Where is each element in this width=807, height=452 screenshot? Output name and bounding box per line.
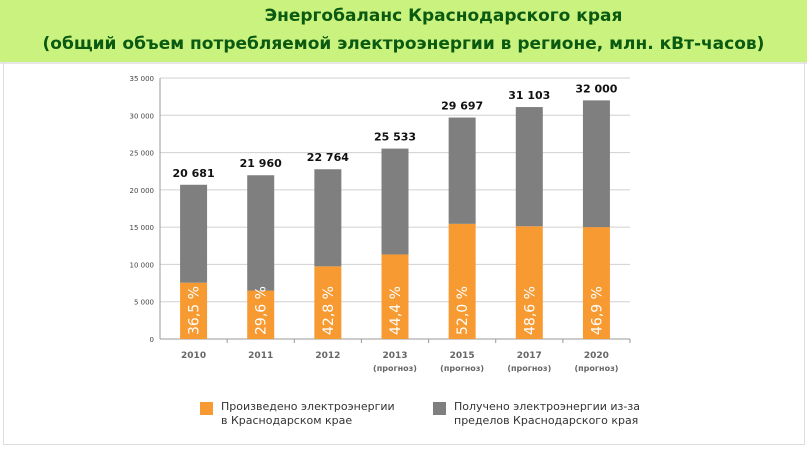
x-tick-note: (прогноз) (507, 364, 551, 373)
bar-received (247, 175, 275, 291)
legend-label: Произведено электроэнергии в Краснодарск… (221, 400, 395, 427)
percent-label: 36,5 % (187, 286, 203, 335)
legend-swatch-gray (433, 402, 446, 415)
bar-received (381, 148, 409, 255)
y-tick-label: 15 000 (130, 224, 155, 232)
total-label: 22 764 (307, 151, 349, 164)
total-label: 25 533 (374, 131, 416, 144)
y-tick-label: 30 000 (130, 112, 155, 120)
bar-produced (582, 227, 610, 339)
x-tick-label: 2013 (382, 351, 407, 361)
y-tick-label: 35 000 (130, 75, 155, 83)
x-tick-label: 2012 (315, 351, 340, 361)
bar-produced (314, 266, 342, 339)
percent-label: 42,8 % (321, 286, 337, 335)
x-tick-label: 2020 (584, 351, 609, 361)
percent-label: 48,6 % (522, 286, 538, 335)
x-tick-label: 2011 (248, 351, 273, 361)
legend-label: Получено электроэнергии из-за пределов К… (454, 400, 640, 427)
bar-produced (515, 226, 543, 339)
bar-received (582, 100, 610, 228)
x-tick-label: 2017 (517, 351, 542, 361)
total-label: 21 960 (240, 157, 282, 170)
total-label: 29 697 (441, 100, 483, 113)
chart-frame (3, 62, 805, 445)
legend-item-produced: Произведено электроэнергии в Краснодарск… (200, 400, 400, 428)
bar-chart: 0 5 000 10 000 15 000 20 000 25 000 30 000 35 0… (130, 75, 631, 373)
legend-swatch-orange (200, 402, 213, 415)
y-tick-label: 20 000 (130, 187, 155, 195)
bar-received (448, 117, 476, 224)
legend-item-received: Получено электроэнергии из-за пределов К… (433, 400, 643, 428)
percent-label: 44,4 % (388, 286, 404, 335)
percent-label: 46,9 % (589, 286, 605, 335)
bar-received (515, 107, 543, 227)
total-label: 32 000 (575, 82, 617, 95)
bar-received (314, 169, 342, 267)
chart-subtitle: (общий объем потребляемой электроэнергии… (42, 34, 765, 54)
total-label: 20 681 (173, 167, 215, 180)
total-label: 31 103 (508, 89, 550, 102)
y-tick-label: 25 000 (130, 150, 155, 158)
bar-produced (247, 290, 275, 339)
percent-label: 29,6 % (254, 286, 270, 335)
bar-produced (381, 254, 409, 339)
percent-label: 52,0 % (455, 286, 471, 335)
x-tick-label: 2010 (181, 351, 206, 361)
y-tick-label: 10 000 (130, 261, 155, 269)
bar-received (180, 184, 208, 283)
x-tick-note: (прогноз) (440, 364, 484, 373)
bar-produced (180, 282, 208, 339)
chart-title: Энергобаланс Краснодарского края (264, 6, 623, 26)
title-banner: Энергобаланс Краснодарского края (общий … (0, 0, 807, 64)
y-tick-label: 5 000 (134, 299, 154, 307)
bar-produced (448, 223, 476, 339)
y-tick-label: 0 (150, 336, 154, 344)
x-tick-note: (прогноз) (574, 364, 618, 373)
x-tick-note: (прогноз) (373, 364, 417, 373)
x-tick-label: 2015 (450, 351, 475, 361)
